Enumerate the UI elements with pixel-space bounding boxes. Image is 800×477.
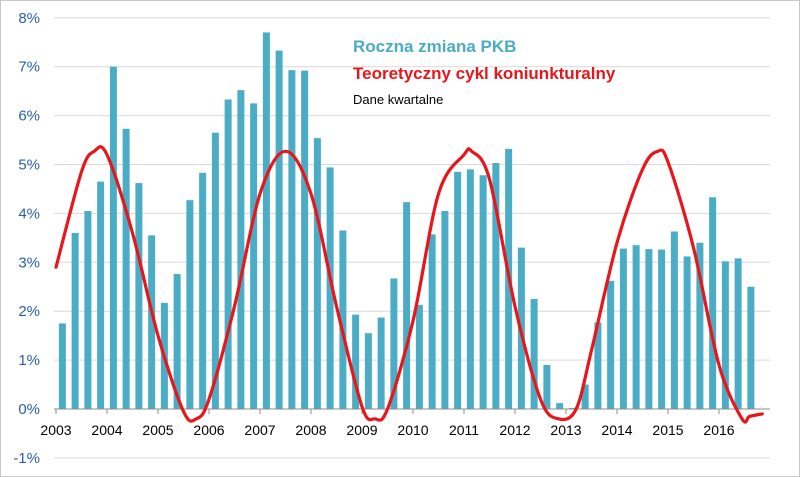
bar <box>403 202 411 409</box>
y-tick-label: 5% <box>18 157 40 174</box>
y-tick-label: 6% <box>18 108 40 125</box>
x-tick-label: 2013 <box>550 422 581 438</box>
bar <box>530 298 538 409</box>
y-tick-label: 4% <box>18 205 40 222</box>
bar <box>339 230 347 409</box>
bar <box>313 138 321 409</box>
bar <box>97 181 105 409</box>
bar <box>721 261 729 409</box>
legend: Roczna zmiana PKB Teoretyczny cykl koniu… <box>353 37 616 107</box>
bar <box>619 248 627 409</box>
bar <box>709 197 717 409</box>
bar <box>581 384 589 409</box>
bar <box>173 274 181 409</box>
bar <box>352 314 360 409</box>
bar <box>441 210 449 409</box>
bar <box>364 333 372 409</box>
bar <box>109 66 117 409</box>
bar <box>135 183 143 409</box>
x-tick-label: 2015 <box>652 422 683 438</box>
bar <box>645 249 653 409</box>
bar <box>492 163 500 409</box>
legend-entry-cycle: Teoretyczny cykl koniunkturalny <box>353 64 616 83</box>
x-tick-label: 2007 <box>244 422 275 438</box>
bar <box>632 245 640 409</box>
bar <box>122 128 130 410</box>
bar <box>415 304 423 409</box>
x-tick-label: 2005 <box>142 422 173 438</box>
x-tick-label: 2003 <box>40 422 71 438</box>
bar <box>275 50 283 410</box>
bar <box>747 286 755 409</box>
x-tick-label: 2004 <box>91 422 122 438</box>
bar <box>390 278 398 409</box>
x-tick-label: 2009 <box>346 422 377 438</box>
bar <box>734 258 742 409</box>
bar <box>224 99 232 410</box>
bar <box>262 32 270 409</box>
bar <box>301 70 309 410</box>
x-tick-label: 2012 <box>499 422 530 438</box>
cycle-line <box>54 145 764 424</box>
bar <box>186 200 194 409</box>
axes: -1% 0% 1% 2% 3% 4% 5% 6% 7% 8% 2003 2004 2005 2006 200… <box>13 10 770 467</box>
bar <box>377 317 385 409</box>
x-tick-label: 2006 <box>193 422 224 438</box>
y-tick-label: 0% <box>18 401 40 418</box>
bar <box>543 364 551 409</box>
y-tick-label: 7% <box>18 59 40 76</box>
x-tick-label: 2014 <box>601 422 632 438</box>
bar <box>199 172 207 409</box>
y-tick-label: -1% <box>13 450 40 467</box>
bar <box>556 403 564 409</box>
bar <box>594 322 602 409</box>
x-tick-label: 2008 <box>295 422 326 438</box>
bar <box>237 90 245 410</box>
bar <box>250 103 258 410</box>
bar <box>84 210 92 409</box>
bar <box>607 280 615 409</box>
bar <box>58 323 66 410</box>
bar <box>683 256 691 409</box>
legend-entry-gdp: Roczna zmiana PKB <box>353 37 516 56</box>
bar <box>454 171 462 409</box>
bar <box>670 231 678 409</box>
y-tick-label: 3% <box>18 254 40 271</box>
cycle-series <box>54 145 764 424</box>
gridlines <box>54 17 770 459</box>
bar <box>326 167 334 409</box>
y-tick-label: 8% <box>18 10 40 27</box>
bar <box>466 169 474 409</box>
x-tick-label: 2016 <box>703 422 734 438</box>
bar <box>211 132 219 409</box>
bar <box>148 235 156 409</box>
bar-series <box>58 32 755 410</box>
x-tick-label: 2010 <box>397 422 428 438</box>
y-tick-label: 2% <box>18 303 40 320</box>
bar <box>288 70 296 410</box>
bar <box>428 234 436 409</box>
bar <box>696 242 704 409</box>
bar <box>71 232 79 409</box>
y-tick-label: 1% <box>18 352 40 369</box>
x-tick-label: 2011 <box>449 422 479 438</box>
bar <box>479 175 487 409</box>
legend-note: Dane kwartalne <box>353 92 443 107</box>
bar <box>658 249 666 409</box>
